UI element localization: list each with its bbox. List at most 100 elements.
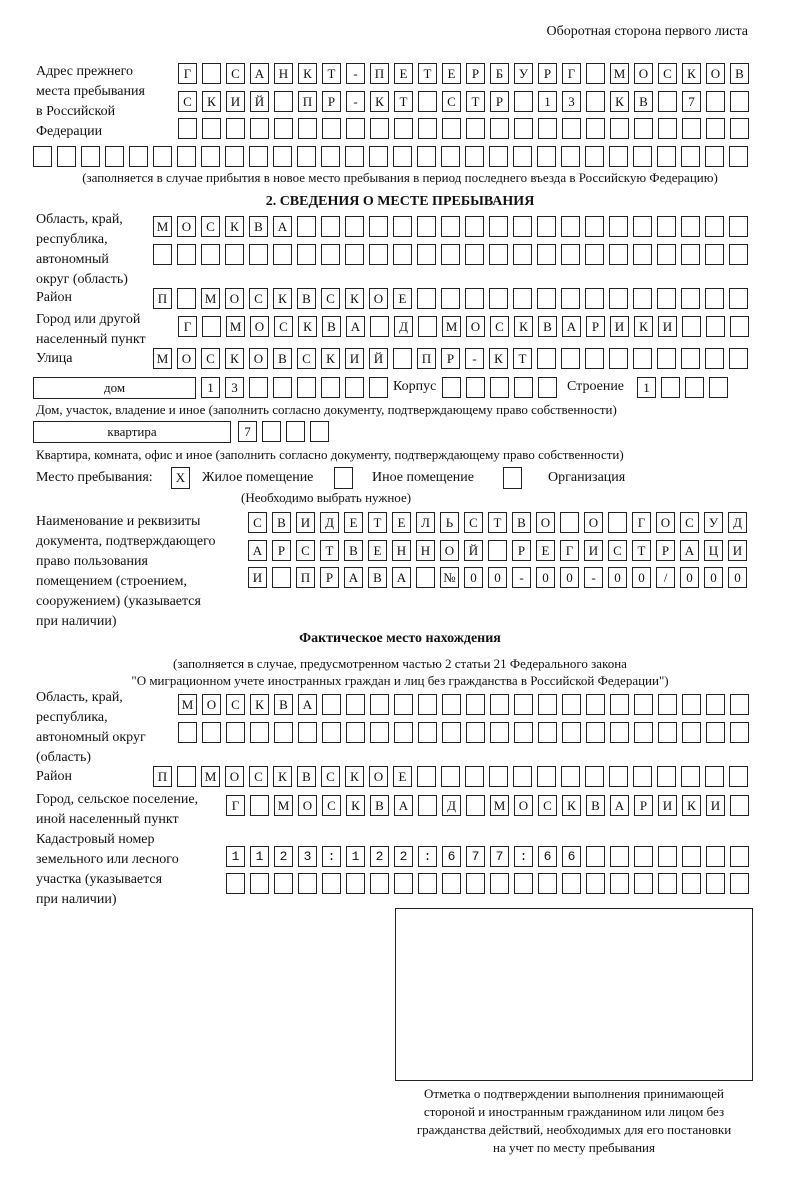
char-cell[interactable]: 3 [562, 91, 581, 112]
char-cell[interactable]: И [296, 512, 315, 533]
char-cell[interactable]: О [536, 512, 555, 533]
char-cell[interactable]: К [610, 91, 629, 112]
char-cell[interactable] [321, 146, 340, 167]
char-cell[interactable] [346, 118, 365, 139]
char-cell[interactable]: О [634, 63, 653, 84]
char-cell[interactable] [250, 118, 269, 139]
char-cell[interactable] [466, 377, 485, 398]
char-cell[interactable]: 0 [704, 567, 723, 588]
char-cell[interactable]: М [153, 216, 172, 237]
char-cell[interactable] [633, 348, 652, 369]
char-cell[interactable] [226, 722, 245, 743]
char-cell[interactable]: Р [466, 63, 485, 84]
char-cell[interactable]: Е [392, 512, 411, 533]
char-cell[interactable] [538, 846, 557, 867]
char-cell[interactable] [538, 722, 557, 743]
char-cell[interactable] [682, 316, 701, 337]
char-cell[interactable] [178, 722, 197, 743]
char-cell[interactable]: К [345, 288, 364, 309]
char-cell[interactable]: Ь [440, 512, 459, 533]
char-cell[interactable] [658, 91, 677, 112]
char-cell[interactable] [466, 846, 485, 867]
char-cell[interactable] [274, 873, 293, 894]
char-cell[interactable] [442, 846, 461, 867]
char-cell[interactable]: 1 [201, 377, 220, 398]
char-cell[interactable]: С [442, 91, 461, 112]
char-cell[interactable] [706, 316, 725, 337]
char-cell[interactable]: Р [441, 348, 460, 369]
char-cell[interactable] [321, 244, 340, 265]
char-cell[interactable]: В [322, 316, 341, 337]
char-cell[interactable]: М [610, 63, 629, 84]
char-cell[interactable]: Е [536, 540, 555, 561]
char-cell[interactable] [538, 377, 557, 398]
char-cell[interactable]: С [321, 288, 340, 309]
char-cell[interactable] [393, 216, 412, 237]
char-cell[interactable] [514, 722, 533, 743]
char-cell[interactable] [441, 288, 460, 309]
char-cell[interactable] [657, 288, 676, 309]
char-cell[interactable] [202, 63, 221, 84]
char-cell[interactable] [202, 118, 221, 139]
char-cell[interactable]: В [297, 288, 316, 309]
char-cell[interactable]: И [584, 540, 603, 561]
char-cell[interactable]: В [370, 795, 389, 816]
char-cell[interactable] [514, 91, 533, 112]
char-cell[interactable] [153, 244, 172, 265]
char-cell[interactable]: М [442, 316, 461, 337]
char-cell[interactable]: К [346, 795, 365, 816]
char-cell[interactable] [514, 873, 533, 894]
char-cell[interactable] [586, 873, 605, 894]
char-cell[interactable]: К [682, 795, 701, 816]
char-cell[interactable] [442, 377, 461, 398]
char-cell[interactable]: В [344, 540, 363, 561]
char-cell[interactable]: - [584, 567, 603, 588]
char-cell[interactable] [514, 118, 533, 139]
char-cell[interactable] [442, 694, 461, 715]
char-cell[interactable]: И [226, 91, 245, 112]
char-cell[interactable] [417, 146, 436, 167]
char-cell[interactable] [682, 118, 701, 139]
char-cell[interactable]: Р [538, 63, 557, 84]
char-cell[interactable] [633, 244, 652, 265]
char-cell[interactable] [586, 118, 605, 139]
char-cell[interactable] [585, 146, 604, 167]
char-cell[interactable]: 3 [225, 377, 244, 398]
char-cell[interactable]: К [225, 348, 244, 369]
char-cell[interactable] [609, 146, 628, 167]
char-cell[interactable]: Г [560, 540, 579, 561]
char-cell[interactable] [586, 63, 605, 84]
char-cell[interactable] [298, 873, 317, 894]
char-cell[interactable] [634, 694, 653, 715]
char-cell[interactable]: М [153, 348, 172, 369]
char-cell[interactable] [585, 348, 604, 369]
char-cell[interactable] [633, 146, 652, 167]
char-cell[interactable] [442, 118, 461, 139]
char-cell[interactable]: О [514, 795, 533, 816]
char-cell[interactable] [490, 377, 509, 398]
char-cell[interactable] [729, 146, 748, 167]
char-cell[interactable]: 1 [538, 91, 557, 112]
char-cell[interactable]: М [178, 694, 197, 715]
char-cell[interactable]: Т [320, 540, 339, 561]
char-cell[interactable] [370, 694, 389, 715]
char-cell[interactable]: М [201, 288, 220, 309]
char-cell[interactable] [561, 288, 580, 309]
char-cell[interactable]: А [610, 795, 629, 816]
char-cell[interactable]: Д [394, 316, 413, 337]
char-cell[interactable]: Е [393, 766, 412, 787]
char-cell[interactable] [226, 873, 245, 894]
char-cell[interactable] [298, 118, 317, 139]
char-cell[interactable]: О [656, 512, 675, 533]
char-cell[interactable] [586, 722, 605, 743]
char-cell[interactable] [297, 216, 316, 237]
char-cell[interactable]: К [298, 316, 317, 337]
char-cell[interactable] [418, 694, 437, 715]
char-cell[interactable] [658, 722, 677, 743]
char-cell[interactable] [369, 244, 388, 265]
char-cell[interactable] [610, 694, 629, 715]
char-cell[interactable] [706, 873, 725, 894]
